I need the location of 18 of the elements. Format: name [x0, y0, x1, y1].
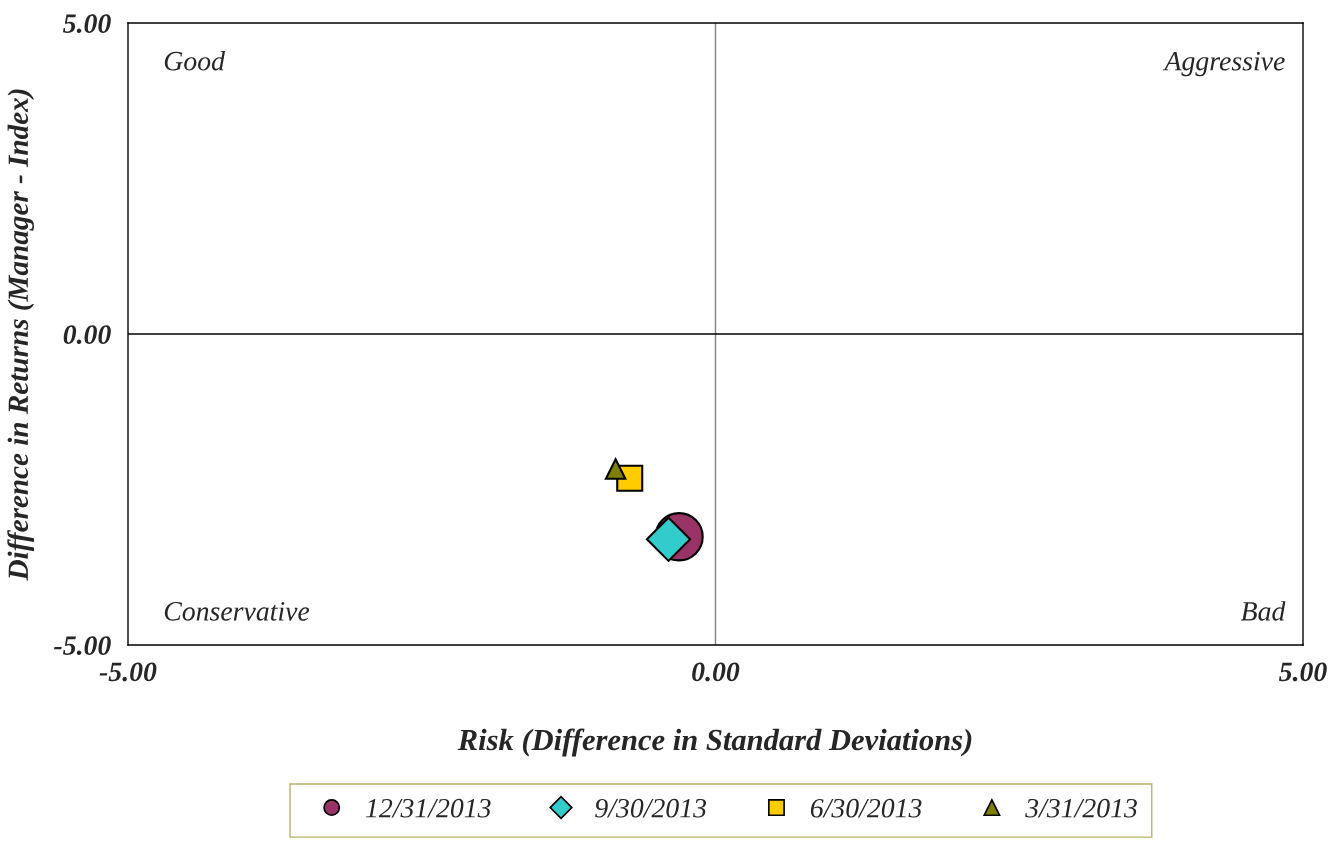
annotation: Conservative: [164, 602, 310, 621]
y-tick-label: 0.00: [63, 325, 111, 345]
annotation: Aggressive: [1163, 51, 1285, 77]
x-tick-label: -5.00: [99, 662, 157, 682]
annotation: Bad: [1240, 601, 1286, 621]
x-axis-title: Risk (Difference in Standard Deviations): [457, 728, 972, 757]
annotation: Good: [164, 50, 226, 71]
y-tick-label: 5.00: [63, 14, 111, 34]
legend-label: 12/31/2013: [366, 798, 491, 818]
x-tick-label: 5.00: [1279, 662, 1327, 682]
point: [645, 516, 692, 562]
legend-label: 9/30/2013: [595, 798, 707, 818]
legend-label: 3/31/2013: [1025, 798, 1137, 818]
y-tick-label: -5.00: [54, 636, 111, 656]
legend-label: 6/30/2013: [810, 798, 922, 818]
point: [604, 458, 627, 480]
x-tick-label: 0.00: [692, 662, 740, 682]
y-axis-title: Difference in Returns (Manager - Index): [7, 89, 35, 581]
